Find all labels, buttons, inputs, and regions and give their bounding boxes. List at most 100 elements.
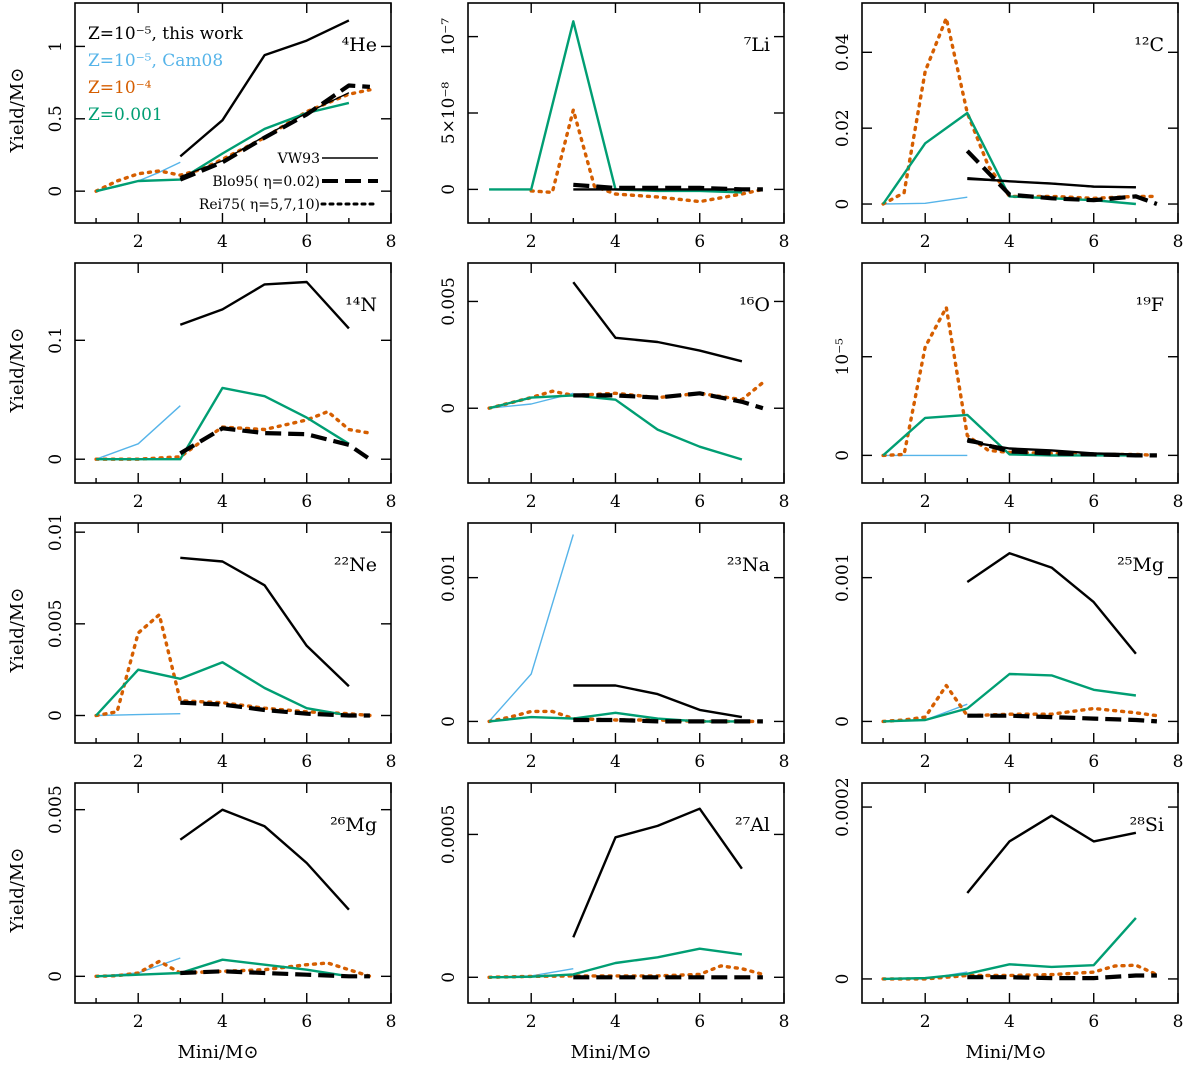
panel-4-line-z-0-001 [96,386,350,461]
ylabel-row-3: Yield/M⊙ [7,588,28,674]
panel-1-xtick-label: 4 [217,232,228,252]
panel-10-ytick-label: 0.005 [46,785,66,834]
panel-1-isotope-label: ⁴He [342,34,377,56]
panel-5: 2 4 6 8 0 0.005 ¹⁶O [439,262,790,512]
panel-5-xtick-label: 8 [779,492,790,512]
ylabel-row-1: Yield/M⊙ [7,68,28,154]
panel-10-isotope-label: ²⁶Mg [330,814,377,836]
panel-3: 2 4 6 8 0 0.02 0.04 ¹²C [833,2,1183,252]
panel-7-isotope-label: ²²Ne [334,554,377,576]
panel-10-xtick-label: 4 [217,1012,228,1032]
panel-8-ytick-label: 0 [439,716,459,727]
panel-8-series [487,534,765,724]
panel-3-series [881,16,1159,206]
panel-2-xtick-label: 4 [610,232,621,252]
legend-entry-this-work: Z=10⁻⁵, this work [88,24,244,44]
panel-6-xtick-label: 8 [1173,492,1184,512]
panel-10-line-z-10-this-work [179,808,350,911]
panel-12-series [881,814,1159,981]
axis-titles: Yield/M⊙ Yield/M⊙ Yield/M⊙ Yield/M⊙ Mini… [7,68,1047,1063]
panel-5-xtick-label: 6 [694,492,705,512]
panel-8-ytick-label: 0.001 [439,553,459,602]
panel-8-isotope-label: ²³Na [727,554,770,576]
panel-7-xtick-label: 4 [217,752,228,772]
panel-4-line-blo95 [179,426,372,461]
panel-2-isotope-label: ⁷Li [744,34,770,56]
panel-5-series [487,281,765,461]
panel-10-frame [74,782,392,1004]
panel-5-xtick-label: 2 [526,492,537,512]
panel-1-ytick-label: 0 [46,186,66,197]
panel-5-line-z-10-this-work [572,281,743,363]
legend-entry-cam08: Z=10⁻⁵, Cam08 [88,51,223,71]
panel-8-xtick-label: 4 [610,752,621,772]
panel-9-ytick-label: 0.001 [833,553,853,602]
panel-6-xtick-label: 4 [1004,492,1015,512]
panel-9-series [881,552,1159,724]
panel-2-ytick-label: 0 [439,184,459,195]
panel-3-xtick-label: 2 [920,232,931,252]
panel-10-ytick-label: 0 [46,971,66,982]
panel-3-xtick-label: 4 [1004,232,1015,252]
panel-9-ytick-label: 0 [833,716,853,727]
panel-10: 2 4 6 8 0 0.005 ²⁶Mg [46,782,397,1032]
panel-7-line-blo95 [180,700,370,718]
panel-2-line-blo95 [573,182,763,192]
panel-9-line-blo95 [967,713,1158,724]
panel-11-xtick-label: 2 [526,1012,537,1032]
legend: Z=10⁻⁵, this work Z=10⁻⁵, Cam08 Z=10⁻⁴ Z… [88,24,380,213]
panel-9-frame [861,522,1179,744]
panel-7-series [94,556,372,718]
legend-entry-z1e4: Z=10⁻⁴ [88,78,152,98]
panel-9-line-z-10- [881,683,1159,724]
panel-11-isotope-label: ²⁷Al [735,814,770,836]
panel-7-frame [74,522,392,744]
panel-10-line-z-0-001 [96,958,350,978]
panel-7-xtick-label: 8 [386,752,397,772]
panel-2-xtick-label: 8 [779,232,790,252]
panel-5-line-z-0-001 [488,394,743,461]
panel-6-frame [861,262,1179,484]
panel-6-line-blo95 [966,437,1157,458]
panel-7-xtick-label: 2 [133,752,144,772]
legend-style-rei75: Rei75( η=5,7,10) [199,197,320,213]
panel-12-xtick-label: 2 [920,1012,931,1032]
panel-12-line-z-10-this-work [966,814,1137,894]
panel-6-xtick-label: 2 [920,492,931,512]
panel-1-xtick-label: 6 [301,232,312,252]
panel-4-xtick-label: 2 [133,492,144,512]
panel-3-line-z-10-this-work [967,177,1136,189]
panel-4-line-z-10-this-work [179,280,350,330]
panel-8-line-z-10-this-work [573,684,743,719]
panel-12-xtick-label: 4 [1004,1012,1015,1032]
panel-5-ytick-label: 0.005 [439,277,459,326]
xlabel-col-1: Mini/M⊙ [177,1042,258,1063]
panel-3-isotope-label: ¹²C [1134,34,1164,56]
panel-9-xtick-label: 2 [920,752,931,772]
panel-4-xtick-label: 4 [217,492,228,512]
panel-9-isotope-label: ²⁵Mg [1117,554,1164,576]
panel-3-frame [861,2,1179,224]
panel-4: 2 4 6 8 0 0.1 ¹⁴N [46,262,396,512]
legend-style-blo95: Blo95( η=0.02) [212,174,320,190]
panel-2-ytick-label: 5×10⁻⁸ [439,82,459,145]
panel-3-line-z-10- [881,16,1159,206]
panel-7-xtick-label: 6 [301,752,312,772]
panel-2-series [489,20,765,204]
panel-6-ytick-label: 0 [833,450,853,461]
panel-10-xtick-label: 8 [386,1012,397,1032]
panel-9-line-z-0-001 [883,672,1137,723]
panel-2-line-z-10- [529,108,765,204]
panel-3-ytick-label: 0.04 [833,33,853,71]
panel-9-line-z-10-this-work [966,552,1137,655]
panel-1-series [94,19,372,193]
panel-2: 2 4 6 8 0 5×10⁻⁸ 10⁻⁷ ⁷Li [439,2,790,252]
panel-4-line-z-10-cam08 [95,405,181,460]
panel-11-xtick-label: 8 [779,1012,790,1032]
panel-4-xtick-label: 6 [301,492,312,512]
panel-9: 2 4 6 8 0 0.001 ²⁵Mg [833,522,1184,772]
panel-9-xtick-label: 8 [1173,752,1184,772]
ylabel-row-2: Yield/M⊙ [7,328,28,414]
panel-7-line-z-10-this-work [180,556,350,688]
